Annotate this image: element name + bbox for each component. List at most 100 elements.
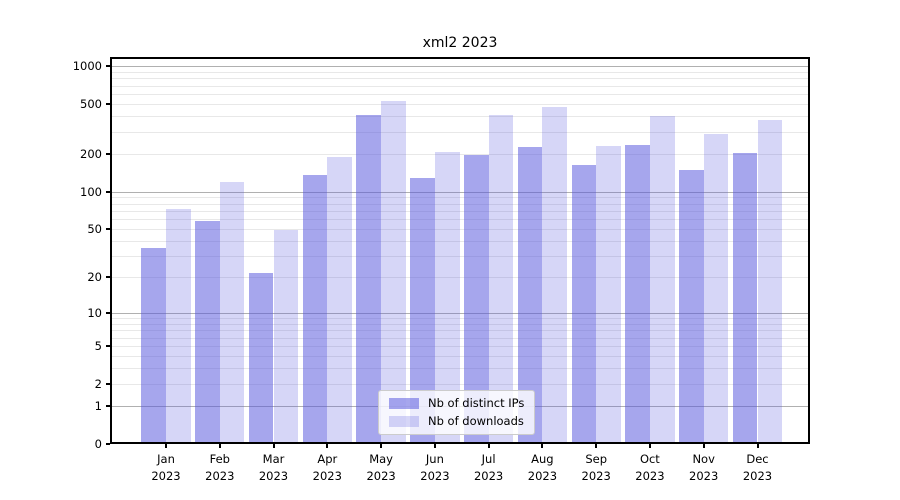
gridline-minor (110, 78, 810, 80)
gridline-minor (110, 346, 810, 347)
x-tick-mark (541, 444, 544, 448)
gridline-minor (110, 197, 810, 199)
x-tick-month: Sep (585, 452, 608, 466)
x-tick-year: 2023 (258, 469, 289, 483)
gridline-minor (110, 356, 810, 357)
gridline-major (110, 191, 810, 193)
x-tick-mark (595, 444, 598, 448)
x-tick-label: Feb 2023 (193, 451, 247, 485)
legend-item: Nb of distinct IPs (389, 397, 524, 410)
y-tick-label: 500 (80, 96, 102, 111)
x-tick-year: 2023 (527, 469, 558, 483)
y-tick-label: 20 (87, 270, 102, 285)
x-tick-mark (487, 444, 490, 448)
x-tick-label: Aug 2023 (515, 451, 569, 485)
x-tick-mark (380, 444, 383, 448)
y-tick-mark (106, 443, 110, 445)
x-tick-label: Dec 2023 (731, 451, 785, 485)
y-tick-label: 0 (94, 437, 102, 451)
x-tick-label: May 2023 (354, 451, 408, 485)
gridline-minor (110, 103, 810, 105)
y-tick-mark (106, 102, 110, 105)
x-tick-mark (756, 444, 759, 448)
bar-downloads (166, 209, 191, 444)
y-tick-label: 5 (94, 339, 102, 353)
x-tick-mark (702, 444, 705, 448)
y-tick-label: 1 (94, 399, 102, 414)
y-tick-label: 1000 (72, 59, 102, 73)
x-tick-mark (218, 444, 221, 448)
y-tick-mark (106, 227, 110, 230)
bar-downloads (488, 115, 514, 444)
x-tick-mark (272, 444, 275, 448)
x-tick-month: Dec (746, 452, 769, 466)
x-tick-month: Oct (639, 452, 660, 466)
x-tick-year: 2023 (420, 469, 450, 483)
legend-item: Nb of downloads (389, 415, 524, 428)
bar-downloads (219, 181, 245, 444)
y-tick-mark (106, 405, 110, 408)
x-tick-month: Jul (481, 452, 496, 466)
legend-label: Nb of distinct IPs (428, 396, 525, 410)
chart-title: xml2 2023 (422, 35, 498, 51)
bar-downloads (757, 120, 783, 444)
gridline-minor (110, 210, 810, 212)
gridline-minor (110, 368, 810, 370)
x-tick-label: Nov 2023 (677, 451, 731, 485)
x-tick-month: Jan (157, 452, 175, 466)
x-tick-mark (433, 444, 436, 448)
bar-downloads (273, 230, 299, 444)
x-tick-label: Mar 2023 (247, 451, 301, 485)
x-tick-year: 2023 (312, 469, 342, 483)
y-tick-mark (106, 382, 110, 385)
x-tick-label: Apr 2023 (300, 451, 354, 485)
gridline-minor (110, 318, 810, 319)
bar-distinct-ips (248, 272, 274, 444)
y-tick-mark (106, 152, 110, 155)
bar-distinct-ips (679, 169, 704, 444)
gridline-minor (110, 94, 810, 95)
bar-distinct-ips (141, 248, 166, 444)
y-tick-mark (106, 311, 110, 314)
x-tick-label: Jun 2023 (408, 451, 462, 485)
x-tick-label: Jul 2023 (462, 451, 516, 485)
gridline-minor (110, 330, 810, 332)
x-tick-label: Oct 2023 (623, 451, 677, 485)
x-tick-mark (165, 444, 167, 448)
gridline-minor (110, 337, 810, 339)
x-tick-mark (648, 444, 651, 448)
gridline-minor (110, 383, 810, 385)
bar-downloads (596, 146, 621, 444)
gridline-minor (110, 277, 810, 279)
y-tick-mark (106, 276, 110, 279)
legend: Nb of distinct IPs Nb of downloads (378, 390, 536, 435)
gridline-minor (110, 240, 810, 242)
bar-downloads (381, 100, 406, 444)
y-tick-label: 100 (80, 184, 102, 199)
gridline-minor (110, 71, 810, 73)
gridline-minor (110, 256, 810, 258)
x-tick-year: 2023 (689, 469, 719, 483)
x-tick-label: Jan 2023 (139, 451, 193, 485)
x-tick-year: 2023 (366, 469, 396, 483)
bar-downloads (649, 115, 675, 444)
x-tick-year: 2023 (581, 469, 611, 483)
x-tick-month: Mar (262, 452, 285, 466)
bar-distinct-ips (195, 220, 220, 444)
gridline-minor (110, 131, 810, 133)
x-tick-label: Sep 2023 (569, 451, 623, 485)
x-tick-year: 2023 (473, 469, 504, 483)
x-tick-month: Feb (209, 452, 230, 466)
bar-downloads (327, 156, 352, 444)
bar-distinct-ips (625, 145, 650, 444)
y-tick-label: 50 (87, 221, 102, 236)
x-tick-month: May (369, 452, 393, 466)
bar-distinct-ips (356, 115, 382, 444)
legend-swatch (389, 416, 419, 427)
y-tick-label: 2 (94, 376, 102, 391)
bar-distinct-ips (732, 153, 758, 444)
x-tick-month: Nov (692, 452, 715, 466)
gridline-minor (110, 203, 810, 205)
y-tick-mark (106, 65, 110, 67)
